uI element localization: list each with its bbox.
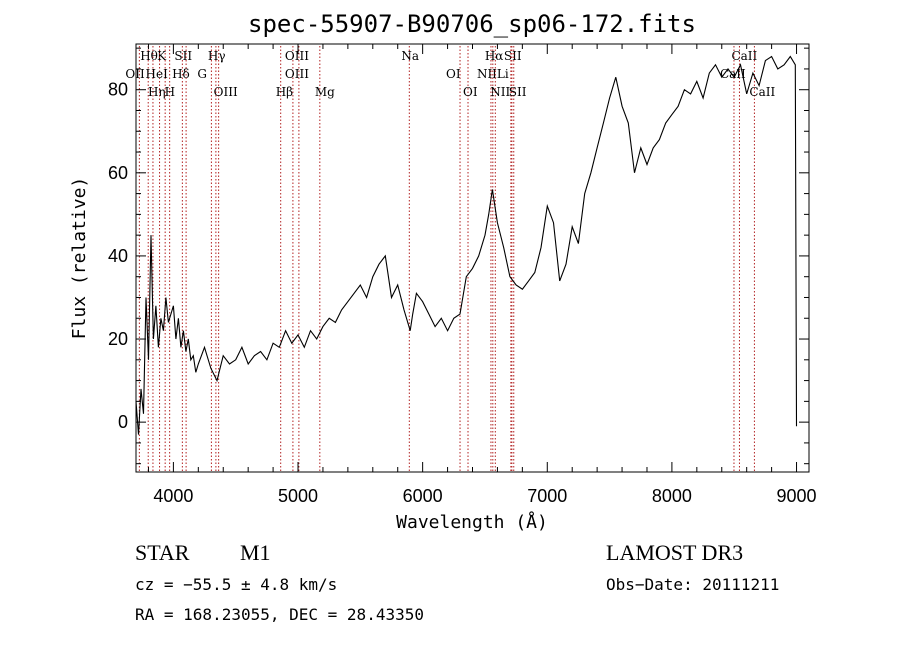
chart-title: spec-55907-B90706_sp06-172.fits [248, 10, 696, 38]
object-type: STAR [135, 540, 190, 565]
spectral-line-label: OIII [285, 49, 309, 63]
spectral-line-label: SII [504, 49, 522, 63]
x-tick-label: 9000 [777, 486, 817, 506]
coordinates: RA = 168.23055, DEC = 28.43350 [135, 605, 424, 624]
plot-frame [135, 43, 810, 473]
y-tick-label: 60 [108, 163, 128, 183]
x-tick-label: 4000 [153, 486, 193, 506]
observation-date: Obs−Date: 20111211 [606, 575, 779, 594]
x-axis: 4000 5000 6000 7000 8000 9000 [147, 44, 817, 506]
x-axis-label: Wavelength (Å) [396, 511, 548, 533]
spectrum-line [135, 55, 798, 435]
x-tick-label: 5000 [278, 486, 318, 506]
spectral-line-label: Hη [148, 85, 166, 99]
spectral-line-label: OIII [214, 85, 238, 99]
spectral-line-label: K [157, 49, 167, 63]
spectral-line-label: OI [446, 67, 461, 81]
survey-name: LAMOST DR3 [606, 540, 743, 565]
x-tick-label: 8000 [652, 486, 692, 506]
spectral-line-label: Hβ [276, 85, 293, 99]
spectral-line-label: CaII [749, 85, 775, 99]
spectral-line-label: H [165, 85, 175, 99]
spectral-line-label: NII [477, 67, 497, 81]
spectral-line-label: OI [463, 85, 478, 99]
spectral-line-label: Na [401, 49, 419, 63]
spectral-line-label: OIII [285, 67, 309, 81]
y-tick-label: 0 [118, 412, 128, 432]
x-tick-label: 6000 [403, 486, 443, 506]
redshift-cz: cz = −55.5 ± 4.8 km/s [135, 575, 337, 594]
x-tick-label: 7000 [527, 486, 567, 506]
y-tick-label: 20 [108, 329, 128, 349]
spectral-line-label: NII [490, 85, 510, 99]
spectral-line-label: Hδ [172, 67, 190, 81]
spectral-line-label: Li [497, 67, 509, 81]
y-axis-label: Flux (relative) [69, 177, 90, 340]
spectral-line-label: SII [174, 49, 192, 63]
object-subclass: M1 [240, 540, 271, 565]
spectral-line-label: HeI [146, 67, 169, 81]
spectral-line-label: Mg [315, 85, 335, 99]
spectral-line-label: G [197, 67, 207, 81]
spectral-line-label: Hθ [140, 49, 158, 63]
spectral-line-label: Hγ [208, 49, 226, 63]
y-tick-label: 80 [108, 80, 128, 100]
y-tick-label: 40 [108, 246, 128, 266]
y-axis: 0 20 40 60 80 [108, 47, 809, 465]
spectral-line-label: Hα [485, 49, 504, 63]
spectral-line-label: SII [509, 85, 527, 99]
spectral-line-label: CaII [731, 49, 757, 63]
spectral-line-label: OII [125, 67, 145, 81]
